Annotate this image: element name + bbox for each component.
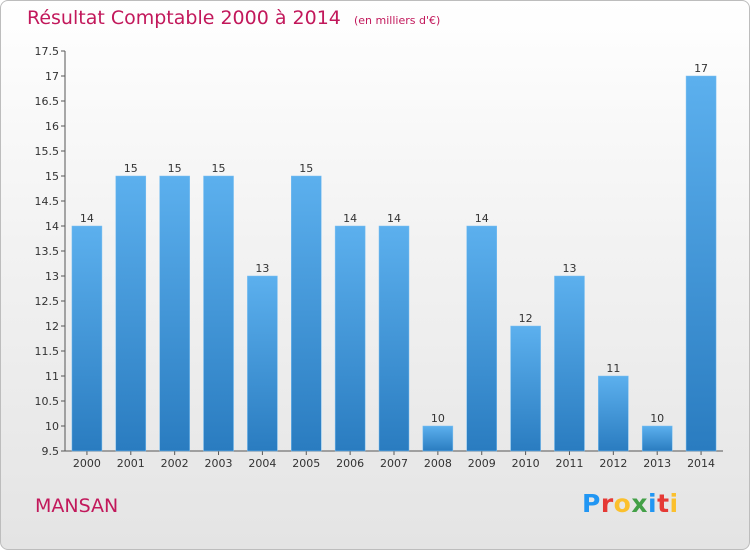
x-tick-label: 2007 [380,457,408,470]
x-tick-label: 2000 [73,457,101,470]
data-label: 15 [124,162,138,175]
bar[interactable] [641,425,673,452]
x-tick-label: 2006 [336,457,364,470]
data-label: 10 [650,412,664,425]
logo-letter: P [582,489,601,518]
x-tick-label: 2002 [161,457,189,470]
y-tick-label: 14 [45,220,59,233]
data-label: 17 [694,62,708,75]
bar[interactable] [291,175,322,452]
bar[interactable] [510,325,541,452]
bar[interactable] [598,375,629,452]
logo-letter: t [657,489,670,518]
logo-letter: r [600,489,614,518]
x-tick-label: 2009 [468,457,496,470]
y-tick-label: 17 [45,70,59,83]
chart-subtitle: (en milliers d'€) [353,14,441,27]
x-tick-label: 2001 [117,457,145,470]
bar[interactable] [159,175,190,452]
y-tick-label: 16 [45,120,59,133]
y-tick-label: 16.5 [35,95,60,108]
y-tick-label: 15.5 [35,145,60,158]
y-tick-label: 13 [45,270,59,283]
data-label: 11 [606,362,620,375]
chart-title: Résultat Comptable 2000 à 2014 [27,7,341,29]
x-tick-label: 2008 [424,457,452,470]
chart-title-block: Résultat Comptable 2000 à 2014 (en milli… [27,7,440,29]
x-tick-label: 2003 [205,457,233,470]
x-tick-label: 2013 [643,457,671,470]
y-tick-label: 10 [45,420,59,433]
bar[interactable] [378,225,410,452]
data-label: 10 [431,412,445,425]
y-tick-label: 17.5 [35,45,60,58]
y-tick-label: 13.5 [35,245,60,258]
bar[interactable] [334,225,366,452]
logo-letter: o [613,489,632,518]
y-tick-label: 12.5 [35,295,60,308]
data-label: 15 [168,162,182,175]
y-tick-label: 11.5 [35,345,60,358]
x-tick-label: 2012 [599,457,627,470]
data-label: 14 [387,212,401,225]
data-label: 15 [212,162,226,175]
y-tick-label: 12 [45,320,59,333]
proxiti-logo[interactable]: Proxiti [582,489,679,518]
data-label: 14 [80,212,94,225]
y-tick-label: 15 [45,170,59,183]
data-label: 15 [299,162,313,175]
data-label: 14 [475,212,489,225]
y-tick-label: 9.5 [42,445,60,458]
bar[interactable] [71,225,103,452]
x-tick-label: 2011 [555,457,583,470]
bar[interactable] [554,275,585,452]
x-tick-label: 2014 [687,457,715,470]
bar[interactable] [115,175,147,452]
y-tick-label: 10.5 [35,395,60,408]
logo-letter: x [631,489,648,518]
x-tick-label: 2005 [292,457,320,470]
logo-letter: i [669,489,679,518]
bar[interactable] [422,425,454,452]
bar[interactable] [685,75,717,452]
bar[interactable] [466,225,497,452]
y-tick-label: 11 [45,370,59,383]
x-tick-label: 2010 [512,457,540,470]
logo-letter: i [648,489,658,518]
data-label: 13 [562,262,576,275]
x-tick-label: 2004 [248,457,276,470]
city-name: MANSAN [35,495,119,517]
data-label: 12 [519,312,533,325]
bar[interactable] [247,275,278,452]
bar[interactable] [203,175,234,452]
data-label: 13 [255,262,269,275]
data-label: 14 [343,212,357,225]
y-tick-label: 14.5 [35,195,60,208]
